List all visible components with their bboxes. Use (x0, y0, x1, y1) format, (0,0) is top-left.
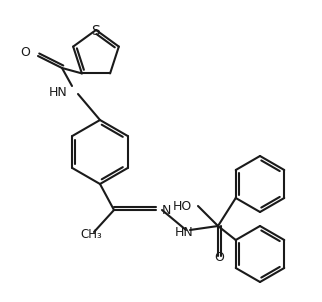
Text: CH₃: CH₃ (80, 228, 102, 241)
Text: S: S (92, 24, 100, 38)
Text: HO: HO (173, 200, 192, 213)
Text: O: O (20, 46, 30, 59)
Text: O: O (214, 251, 224, 264)
Text: N: N (162, 204, 171, 217)
Text: HN: HN (175, 226, 194, 239)
Text: HN: HN (49, 85, 68, 98)
